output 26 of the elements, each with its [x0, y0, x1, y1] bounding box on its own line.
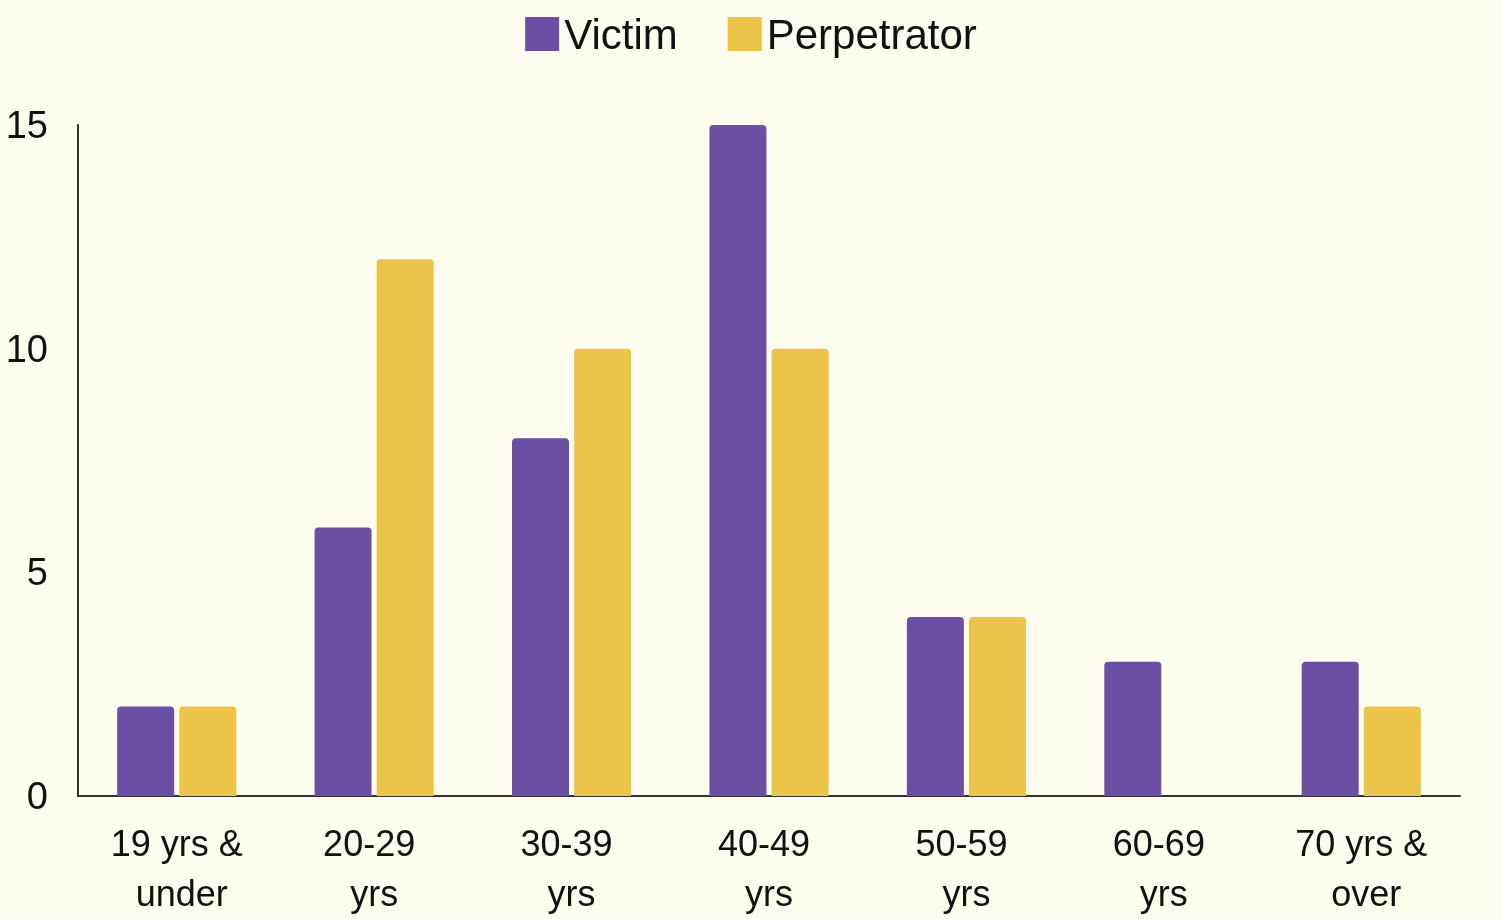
bar — [771, 348, 829, 796]
bar — [1363, 706, 1421, 796]
bar — [117, 706, 175, 796]
x-tick-label: 40-49 yrs — [717, 822, 821, 914]
bar — [906, 617, 964, 796]
bar — [1301, 661, 1359, 796]
legend-label: Victim — [564, 10, 678, 58]
y-tick-label: 0 — [26, 775, 48, 817]
bar — [376, 259, 434, 796]
x-tick-label: 70 yrs & over — [1295, 822, 1428, 914]
bar — [179, 706, 237, 796]
bar — [709, 125, 767, 796]
y-tick-label: 10 — [5, 327, 48, 370]
x-tick-label: 20-29 yrs — [323, 822, 426, 914]
bar — [1104, 661, 1162, 796]
bar — [968, 617, 1026, 796]
x-tick-label: 30-39 yrs — [520, 822, 623, 914]
legend-label: Perpetrator — [766, 10, 977, 58]
y-tick-label: 15 — [5, 104, 48, 146]
bar — [512, 438, 570, 796]
bar — [574, 348, 632, 796]
x-tick-label: 50-59 yrs — [915, 822, 1018, 914]
y-tick-label: 5 — [26, 551, 48, 594]
bar — [314, 527, 372, 796]
x-tick-label: 19 yrs & under — [110, 822, 243, 914]
x-tick-label: 60-69 yrs — [1112, 822, 1215, 914]
